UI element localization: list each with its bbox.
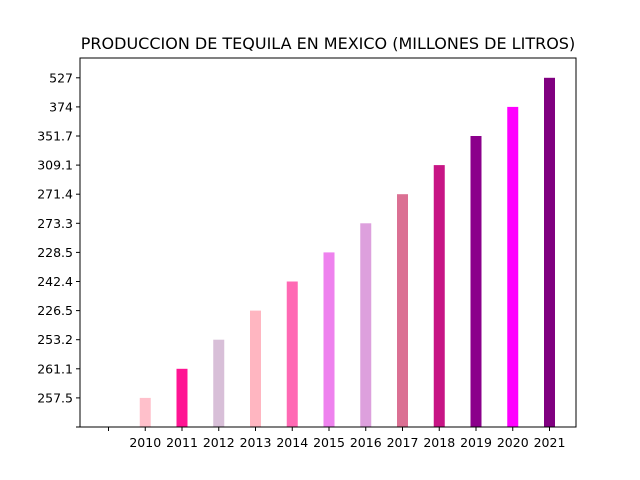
bar-2012 xyxy=(213,339,225,427)
bar-2016 xyxy=(360,223,372,427)
x-tick-label: 2014 xyxy=(276,435,308,450)
bar-2020 xyxy=(507,106,519,428)
y-tick-label: 271.4 xyxy=(37,187,73,202)
x-tick-label: 2018 xyxy=(423,435,455,450)
x-tick-label: 2010 xyxy=(129,435,161,450)
bar-2015 xyxy=(323,252,335,427)
y-tick-label: 273.3 xyxy=(37,216,73,231)
bar-2019 xyxy=(470,136,482,427)
x-tick-label: 2011 xyxy=(166,435,198,450)
y-tick-label: 226.5 xyxy=(37,303,73,318)
y-tick-label: 261.1 xyxy=(37,361,73,376)
x-tick-label: 2021 xyxy=(534,435,566,450)
x-tick-label: 2019 xyxy=(460,435,492,450)
bar-2014 xyxy=(286,281,298,427)
bar-2018 xyxy=(433,165,445,427)
plot-frame xyxy=(79,57,577,428)
bar-2013 xyxy=(250,310,261,427)
chart-title: PRODUCCION DE TEQUILA EN MEXICO (MILLONE… xyxy=(81,34,575,53)
x-tick-label: 2020 xyxy=(497,435,529,450)
y-tick-label: 253.2 xyxy=(37,332,73,347)
x-tick-label: 2012 xyxy=(203,435,235,450)
bar-2011 xyxy=(176,368,188,427)
x-tick-label: 2017 xyxy=(387,435,419,450)
x-axis: 2010 2011 2012 2013 2014 2015 2016 2017 2018 2019… xyxy=(108,427,566,450)
y-tick-label: 527 xyxy=(49,70,73,85)
y-tick-label: 374 xyxy=(49,99,73,114)
y-tick-label: 257.5 xyxy=(37,390,73,405)
x-tick-label: 2013 xyxy=(240,435,272,450)
x-tick-label: 2016 xyxy=(350,435,382,450)
x-tick-label: 2015 xyxy=(313,435,345,450)
bar-2010 xyxy=(139,397,151,427)
y-tick-label: 242.4 xyxy=(37,274,73,289)
y-axis: 257.5 261.1 253.2 226.5 242.4 228.5 273.3 271.4… xyxy=(37,70,80,428)
bars-group xyxy=(139,77,555,428)
y-tick-label: 351.7 xyxy=(37,129,73,144)
bar-2017 xyxy=(397,194,408,427)
bar-2021 xyxy=(544,77,555,428)
y-tick-label: 228.5 xyxy=(37,245,73,260)
y-tick-label: 309.1 xyxy=(37,158,73,173)
